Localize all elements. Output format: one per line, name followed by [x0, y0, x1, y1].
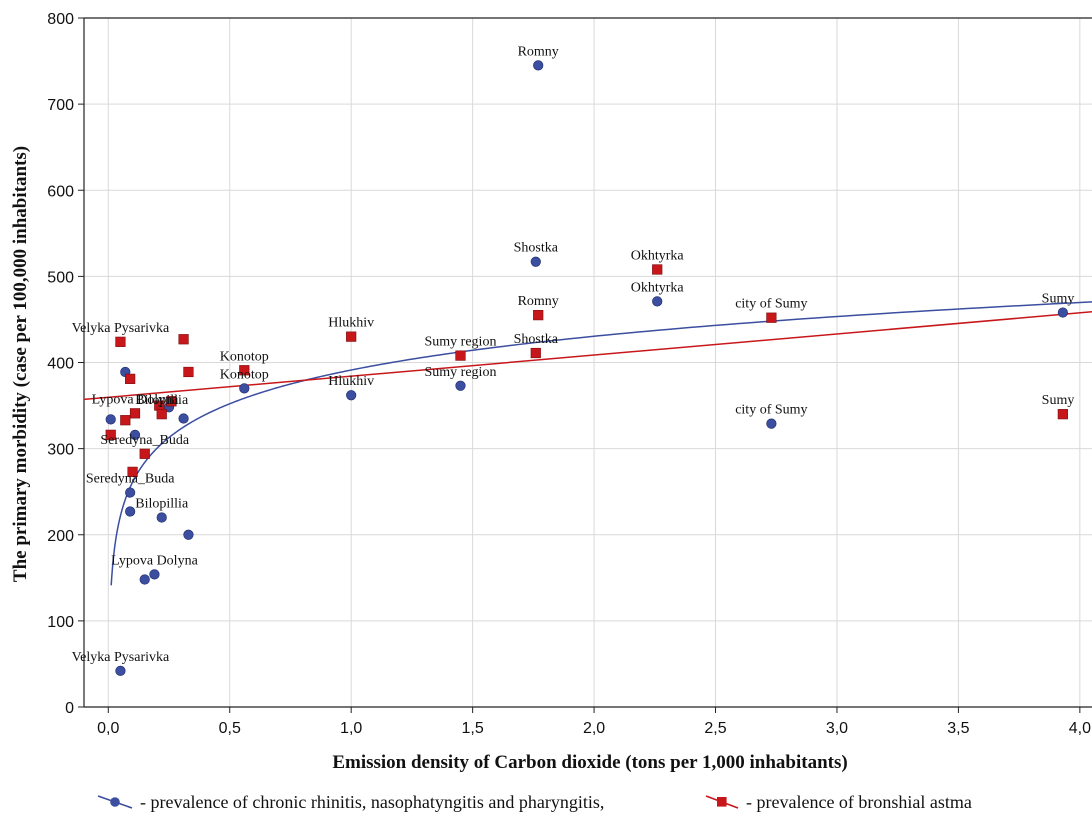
- y-tick-label: 0: [65, 700, 74, 717]
- point-label: Bilopillia: [135, 497, 189, 512]
- x-tick-label: 4,0: [1069, 720, 1091, 737]
- x-tick-label: 2,5: [704, 720, 726, 737]
- point-2-9: [178, 334, 189, 345]
- point-label: Seredyna_Buda: [100, 433, 189, 448]
- point-2-1: [105, 429, 116, 440]
- point-1-16: [530, 256, 541, 267]
- y-tick-label: 200: [47, 528, 74, 545]
- point-1-12: [115, 665, 126, 676]
- x-tick-label: 2,0: [583, 720, 605, 737]
- point-label: Romny: [518, 44, 559, 59]
- point-2-12: [127, 466, 138, 477]
- point-1-13: [239, 383, 250, 394]
- y-tick-label: 800: [47, 11, 74, 28]
- point-1-5: [178, 413, 189, 424]
- x-axis-title: Emission density of Carbon dioxide (tons…: [332, 752, 847, 773]
- y-tick-label: 100: [47, 614, 74, 631]
- point-label: Okhtyrka: [631, 280, 685, 295]
- point-1-19: [766, 418, 777, 429]
- point-label: Shostka: [514, 332, 559, 347]
- point-1-10: [149, 569, 160, 580]
- point-2-17: [530, 347, 541, 359]
- point-2-3: [125, 373, 136, 384]
- y-tick-label: 600: [47, 183, 74, 200]
- y-tick-label: 700: [47, 97, 74, 114]
- point-2-8: [166, 396, 177, 407]
- point-2-20: [1057, 409, 1068, 420]
- point-1-17: [533, 60, 544, 71]
- point-label: Lypova Dolyna: [111, 553, 198, 568]
- point-2-5: [129, 408, 141, 419]
- point-label: Konotop: [220, 349, 269, 364]
- x-tick-label: 3,5: [947, 720, 969, 737]
- point-1-15: [455, 380, 466, 391]
- fit-lines: [83, 301, 1092, 586]
- y-tick-label: 300: [47, 442, 74, 459]
- point-1-11: [139, 574, 150, 585]
- point-label: Sumy: [1042, 292, 1075, 307]
- data-points: [105, 60, 1068, 676]
- y-tick-label: 500: [47, 269, 74, 286]
- legend-label-series-1: - prevalence of chronic rhinitis, nasoph…: [140, 792, 604, 812]
- point-label: Bilopillia: [135, 393, 189, 408]
- point-label: Romny: [518, 294, 559, 309]
- point-1-18: [652, 296, 663, 307]
- point-label: Hlukhiv: [328, 316, 374, 331]
- point-2-7: [156, 409, 167, 420]
- point-1-7: [125, 506, 136, 517]
- point-label: city of Sumy: [735, 297, 807, 312]
- point-label: Hlukhiv: [328, 374, 374, 389]
- point-2-11: [139, 448, 150, 459]
- point-label: Sumy region: [425, 335, 497, 350]
- point-label: Konotop: [220, 367, 269, 382]
- legend-marker-series-1: [110, 797, 120, 807]
- point-label: Velyka Pysarivka: [72, 650, 170, 665]
- point-2-13: [239, 365, 250, 376]
- point-1-14: [346, 390, 357, 401]
- point-2-15: [455, 350, 466, 361]
- fit-line-series-1: [110, 301, 1092, 586]
- legend: - prevalence of chronic rhinitis, nasoph…: [97, 792, 972, 812]
- fit-line-series-2: [83, 311, 1092, 401]
- point-label: Okhtyrka: [631, 248, 685, 263]
- point-label: Shostka: [514, 241, 559, 256]
- point-1-8: [156, 512, 167, 523]
- point-2-10: [183, 366, 194, 378]
- point-2-18: [652, 264, 663, 275]
- point-1-1: [105, 414, 116, 425]
- axes: 0,0 0,5 1,0 1,5 2,0 2,5 3,0 3,5 4,0 0 100 200 300 400…: [47, 11, 1092, 737]
- x-tick-label: 0,0: [97, 720, 119, 737]
- point-label: city of Sumy: [735, 403, 807, 418]
- y-axis-title: The primary morbidity (case per 100,000 …: [10, 146, 31, 582]
- point-label: Sumy: [1042, 393, 1075, 408]
- x-tick-label: 1,0: [340, 720, 362, 737]
- point-label: Seredyna_Buda: [86, 472, 175, 487]
- point-2-2: [115, 336, 126, 347]
- x-tick-label: 3,0: [826, 720, 848, 737]
- legend-label-series-2: - prevalence of bronshial astma: [746, 792, 972, 812]
- legend-marker-series-2: [717, 797, 727, 807]
- x-tick-label: 1,5: [462, 720, 484, 737]
- point-2-16: [533, 310, 544, 321]
- point-1-9: [183, 529, 194, 540]
- point-1-3: [129, 429, 141, 440]
- point-label: Sumy region: [425, 365, 497, 380]
- point-2-4: [120, 415, 131, 426]
- y-tick-label: 400: [47, 356, 74, 373]
- x-tick-label: 0,5: [219, 720, 241, 737]
- point-2-19: [766, 312, 777, 323]
- point-1-6: [125, 487, 136, 498]
- point-1-20: [1057, 307, 1068, 318]
- point-label: Lypova Dolyna: [92, 392, 179, 407]
- point-label: Velyka Pysarivka: [72, 321, 170, 336]
- point-2-14: [346, 331, 357, 342]
